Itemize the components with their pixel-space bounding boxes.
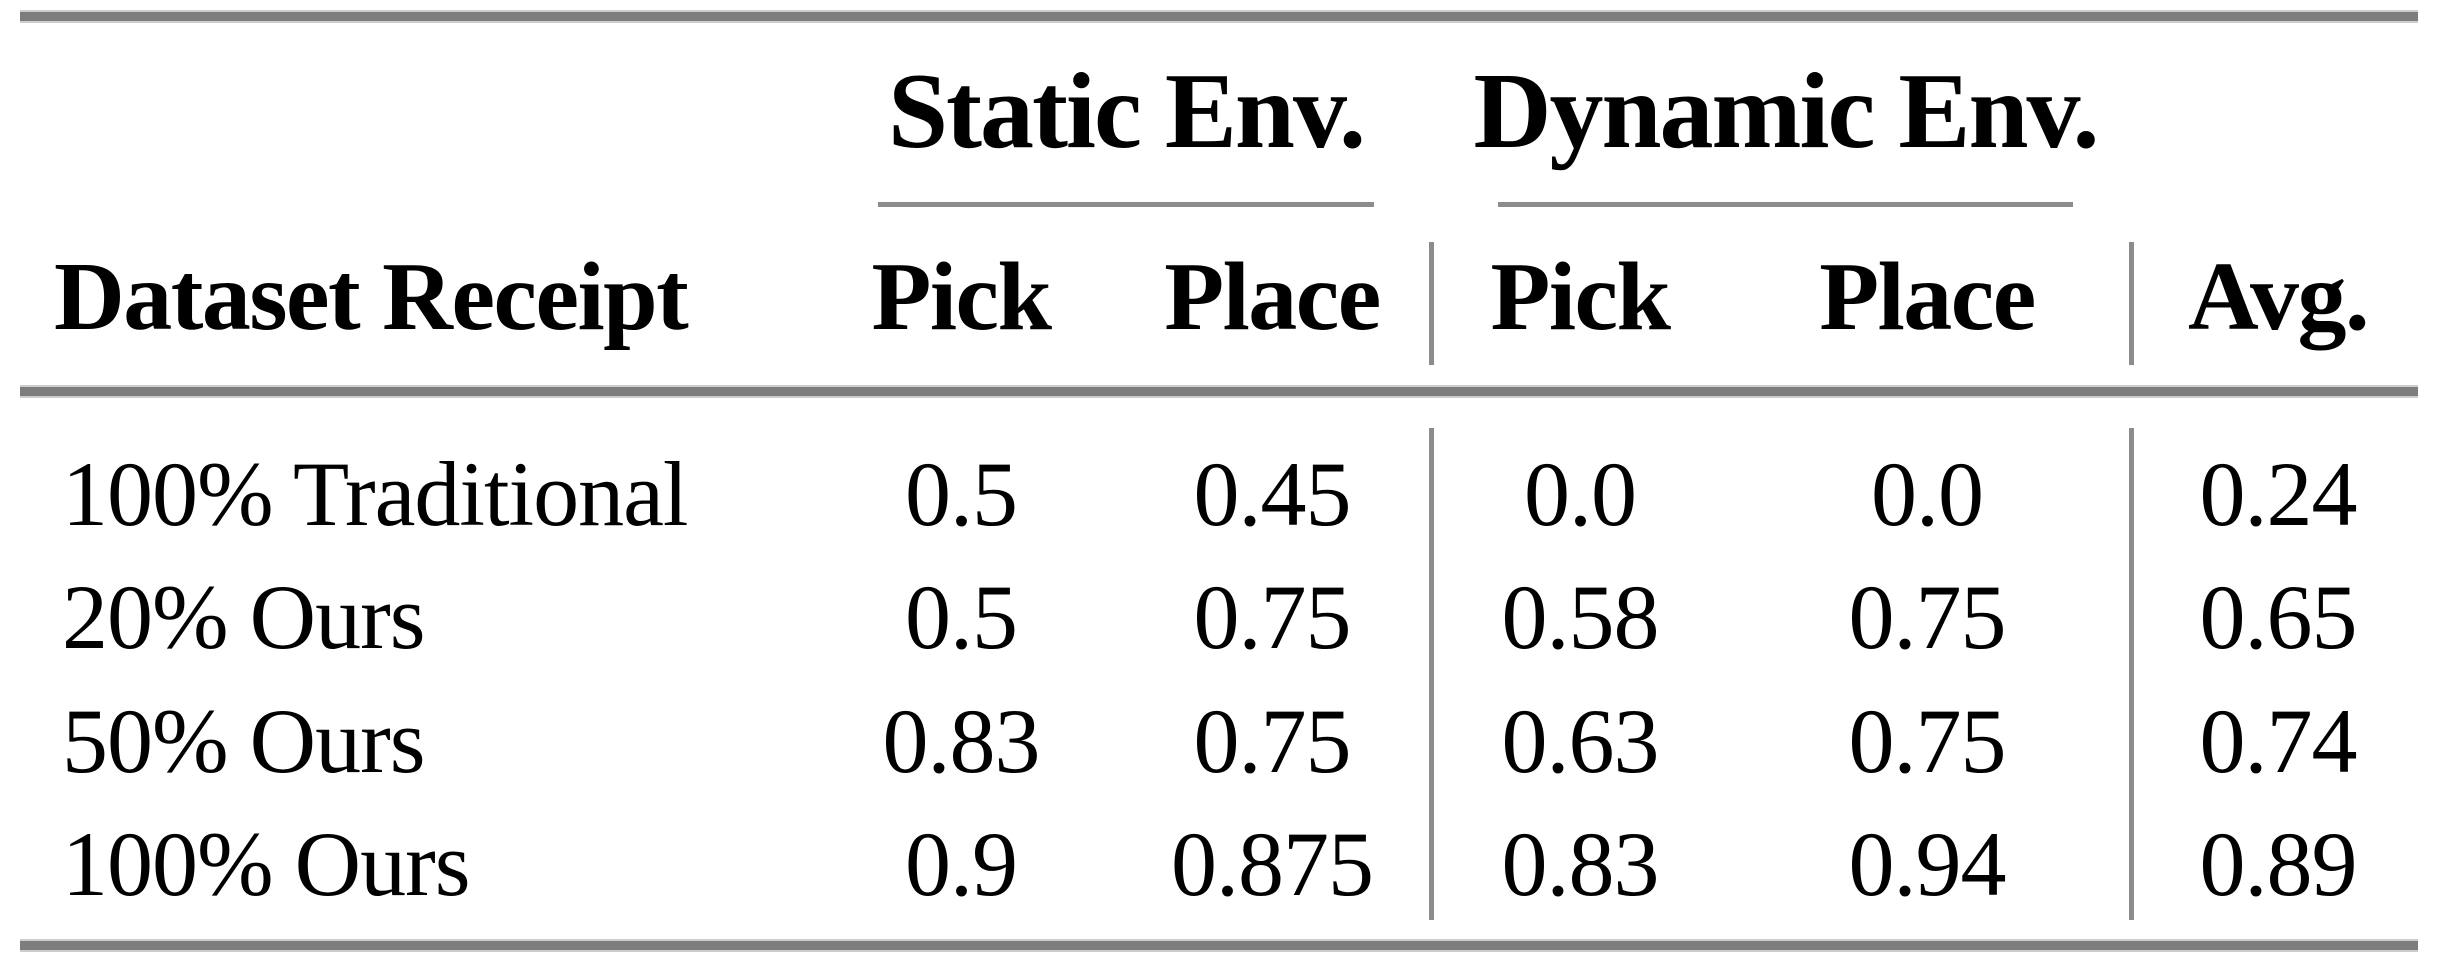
group-header-dynamic-env: Dynamic Env. (1473, 52, 2099, 171)
col-header-dataset-receipt: Dataset Receipt (54, 243, 689, 351)
cell-dynamic-pick: 0.83 (1501, 813, 1660, 915)
cmidrule-static-env (878, 202, 1374, 207)
cell-static-place: 0.875 (1171, 813, 1374, 915)
group-header-static-env: Static Env. (887, 52, 1366, 171)
cell-static-pick: 0.83 (882, 690, 1041, 792)
table-top-rule (20, 12, 2418, 21)
cell-static-pick: 0.5 (905, 566, 1018, 668)
table-bottom-rule (20, 941, 2418, 950)
cell-dynamic-place: 0.94 (1848, 813, 2007, 915)
cell-static-place: 0.45 (1193, 443, 1352, 545)
cell-dynamic-pick: 0.63 (1501, 690, 1660, 792)
cell-avg: 0.74 (2199, 690, 2358, 792)
col-header-dynamic-pick: Pick (1490, 243, 1671, 351)
row-label: 20% Ours (62, 566, 426, 668)
cell-dynamic-place: 0.75 (1848, 566, 2007, 668)
col-header-static-place: Place (1164, 243, 1381, 351)
col-header-avg: Avg. (2188, 243, 2370, 351)
cell-dynamic-place: 0.75 (1848, 690, 2007, 792)
cell-static-place: 0.75 (1193, 566, 1352, 668)
cell-static-place: 0.75 (1193, 690, 1352, 792)
vline-static-dynamic-header (1429, 242, 1434, 365)
cell-dynamic-pick: 0.58 (1501, 566, 1660, 668)
col-header-dynamic-place: Place (1819, 243, 2036, 351)
row-label: 50% Ours (62, 690, 426, 792)
cell-static-pick: 0.5 (905, 443, 1018, 545)
vline-dynamic-avg-body (2129, 428, 2134, 920)
cell-avg: 0.89 (2199, 813, 2358, 915)
cell-avg: 0.65 (2199, 566, 2358, 668)
cell-dynamic-place: 0.0 (1871, 443, 1984, 545)
vline-dynamic-avg-header (2129, 242, 2134, 365)
row-label: 100% Ours (62, 813, 471, 915)
cell-static-pick: 0.9 (905, 813, 1018, 915)
table-mid-rule (20, 387, 2418, 396)
cmidrule-dynamic-env (1498, 202, 2073, 207)
row-label: 100% Traditional (62, 443, 688, 545)
col-header-static-pick: Pick (871, 243, 1052, 351)
cell-dynamic-pick: 0.0 (1524, 443, 1637, 545)
cell-avg: 0.24 (2199, 443, 2358, 545)
vline-static-dynamic-body (1429, 428, 1434, 920)
